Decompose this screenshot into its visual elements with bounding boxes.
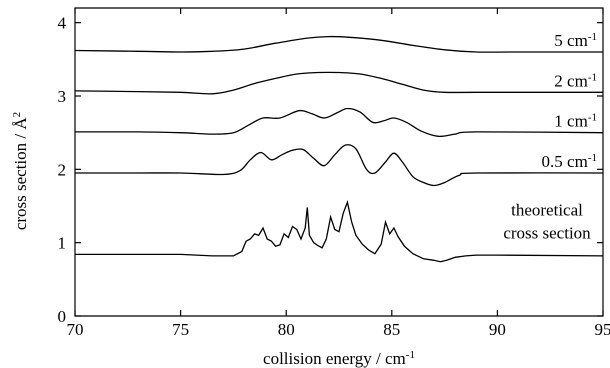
series-label-superscript: -1 [588,152,597,164]
series-label-text: 5 cm [554,31,588,50]
y-tick-label: 4 [58,14,67,33]
series-label-text: 1 cm [554,112,588,131]
series-label-text: 2 cm [554,71,588,90]
series-label-text: 0.5 cm [542,152,588,171]
series-line-1 [74,71,603,95]
series-label-0: 5 cm-1 [554,31,597,50]
series-labels: 5 cm-12 cm-11 cm-10.5 cm-1theoreticalcro… [503,31,597,242]
y-tick-label: 3 [58,87,67,106]
series-label-superscript: -1 [588,112,597,124]
series-line-2 [74,107,604,138]
series-group [74,35,604,263]
series-label-3: 0.5 cm-1 [542,152,597,171]
series-label-1: 2 cm-1 [554,71,597,90]
series-line-4 [74,200,604,263]
x-tick-label: 80 [278,320,295,339]
ticks: 70 75 80 85 90 95 0 1 2 3 4 [58,8,610,339]
series-line-0 [74,35,603,53]
series-line-3 [75,144,604,187]
series-label-theoretical-line1: theoretical [511,201,583,220]
series-label-theoretical-line2: cross section [503,223,591,242]
series-label-2: 1 cm-1 [554,112,597,131]
x-tick-label: 70 [67,320,84,339]
x-tick-label: 90 [489,320,506,339]
x-tick-label: 95 [595,320,610,339]
x-tick-label: 85 [383,320,400,339]
plot-frame [74,7,604,317]
series-label-superscript: -1 [588,31,597,43]
y-tick-label: 0 [58,307,67,326]
y-axis-title: cross section / Å2 [11,112,30,230]
axes [74,7,604,317]
x-axis-title: collision energy / cm-1 [263,349,415,368]
x-tick-label: 75 [172,320,189,339]
y-tick-label: 1 [58,234,67,253]
series-label-superscript: -1 [588,71,597,83]
y-tick-label: 2 [58,160,67,179]
